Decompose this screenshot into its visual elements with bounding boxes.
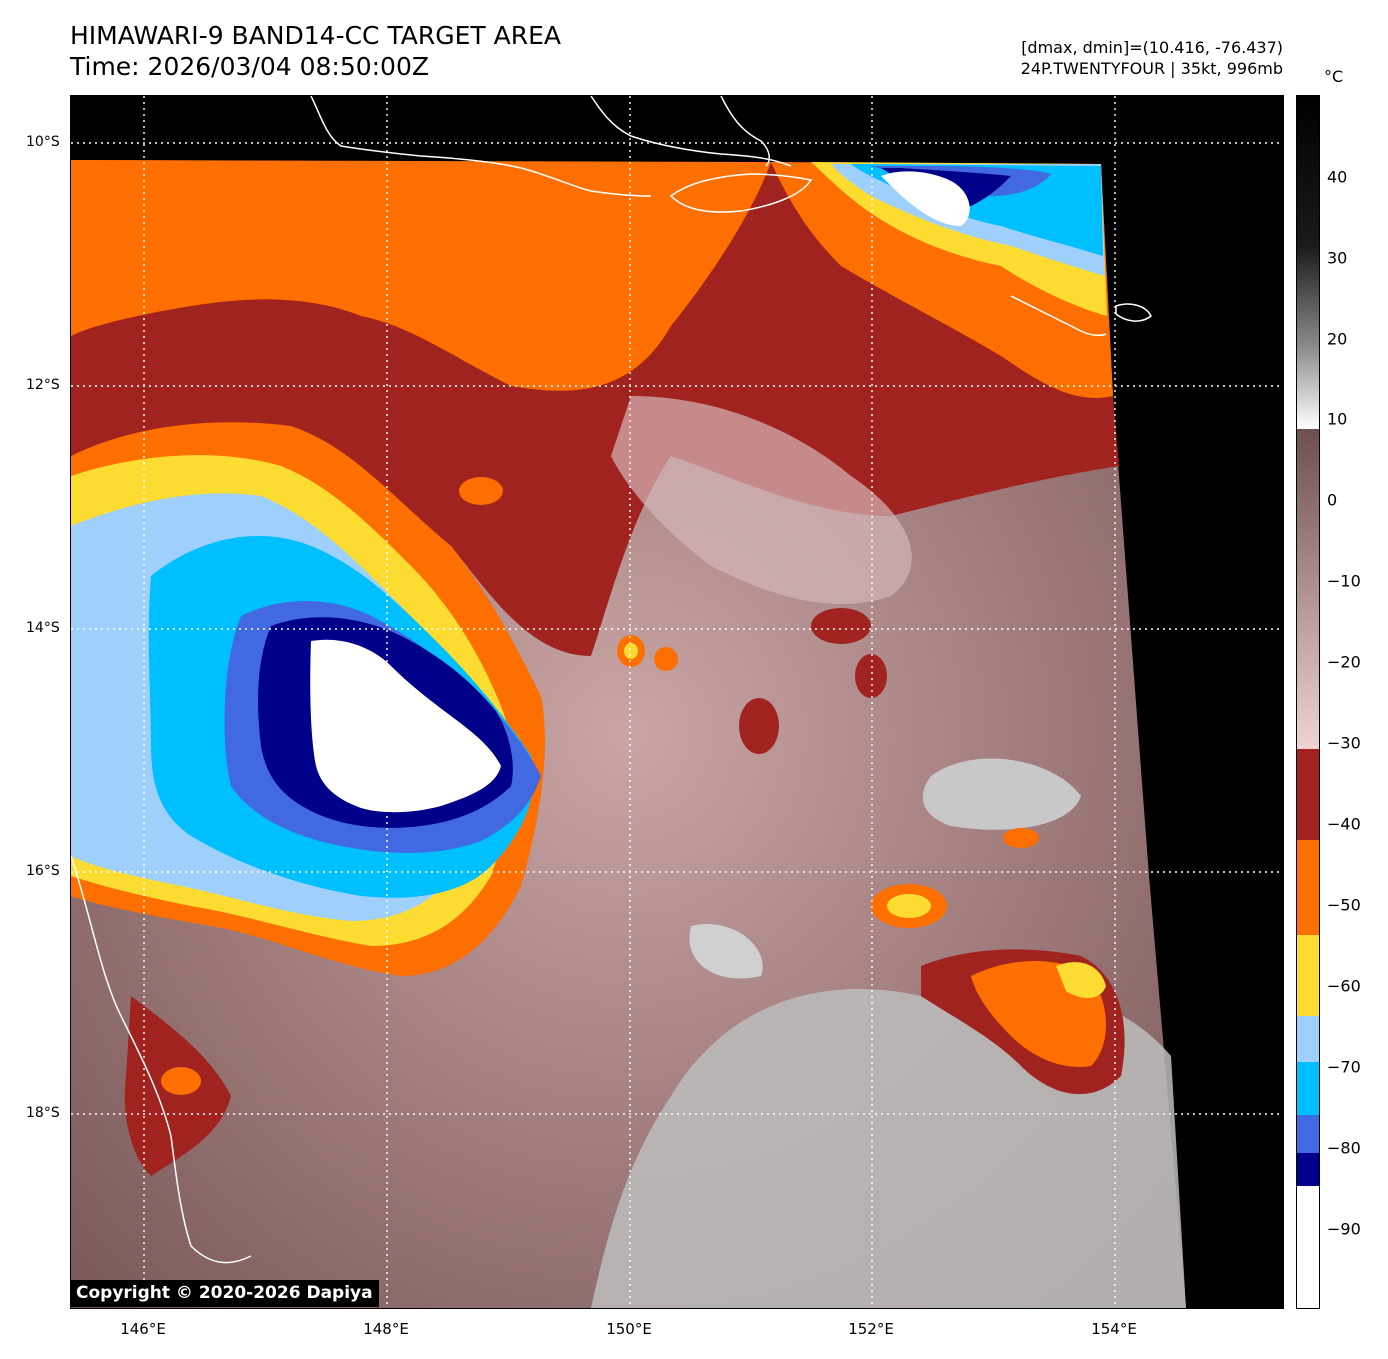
title-line-1: HIMAWARI-9 BAND14-CC TARGET AREA [70, 21, 562, 50]
colorbar-tick: −70 [1327, 1057, 1361, 1077]
convective-cell-2-core [1056, 962, 1106, 998]
convective-cell-6 [811, 608, 871, 644]
colorbar-brown-segment [1297, 749, 1319, 840]
coastline-png-2 [590, 96, 792, 167]
lat-label-18s: 18°S [26, 1105, 60, 1121]
colorbar-tick: −90 [1327, 1219, 1361, 1239]
colorbar-white-segment [1297, 1186, 1319, 1308]
lat-label-16s: 16°S [26, 863, 60, 879]
convective-cell-10-core [161, 1067, 201, 1095]
colorbar-tick: −60 [1327, 976, 1361, 996]
colorbar [1296, 95, 1320, 1309]
colorbar-gold-segment [1297, 935, 1319, 1016]
colorbar-tick: 30 [1327, 248, 1348, 268]
colorbar-skyblue-segment [1297, 1062, 1319, 1115]
colorbar-tick: −40 [1327, 814, 1361, 834]
coastline-solomon [1010, 295, 1107, 336]
convective-cell-9 [1003, 828, 1039, 848]
chart-title: HIMAWARI-9 BAND14-CC TARGET AREA Time: 2… [70, 20, 561, 82]
rosy-light-region [611, 396, 912, 605]
lon-label-150e: 150°E [606, 1320, 652, 1338]
storm-meta: [dmax, dmin]=(10.416, -76.437) 24P.TWENT… [1021, 37, 1283, 79]
coastline-queensland [71, 855, 252, 1264]
convective-cell-4 [654, 647, 678, 671]
lon-label-154e: 154°E [1091, 1320, 1137, 1338]
lat-label-12s: 12°S [26, 377, 60, 393]
colorbar-tick: −80 [1327, 1138, 1361, 1158]
satellite-map [70, 95, 1284, 1309]
colorbar-tick: −50 [1327, 895, 1361, 915]
white-cluster-core [310, 639, 501, 813]
colorbar-navy-segment [1297, 1153, 1319, 1186]
coastline-islands [669, 173, 813, 213]
warm-cloud-patch [922, 758, 1081, 830]
colorbar-tick: −10 [1327, 571, 1361, 591]
white-cloud-ne [881, 171, 970, 226]
orange-cloud-band [71, 160, 771, 391]
colorbar-tick: −20 [1327, 652, 1361, 672]
satellite-imagery [71, 96, 1283, 1308]
lat-label-14s: 14°S [26, 620, 60, 636]
coastline-solomon-2 [1115, 303, 1152, 322]
graticule [71, 96, 1283, 1308]
coastline-png [310, 96, 652, 197]
colorbar-tick: 0 [1327, 490, 1338, 510]
colorbar-royalblue-segment [1297, 1115, 1319, 1153]
title-line-2: Time: 2026/03/04 08:50:00Z [70, 52, 429, 81]
colorbar-lightblue-segment [1297, 1016, 1319, 1062]
copyright-label: Copyright © 2020-2026 Dapiya [70, 1280, 379, 1307]
colorbar-rosy-segment [1297, 429, 1319, 749]
convective-cell-5 [459, 477, 503, 505]
convective-cell-7 [855, 654, 887, 698]
coastline-island-3 [720, 96, 771, 167]
colorbar-gray-segment [1297, 96, 1319, 429]
colorbar-tick: −30 [1327, 733, 1361, 753]
colorbar-tick: 20 [1327, 329, 1348, 349]
warm-cloud-patch-2 [689, 924, 763, 979]
lon-label-146e: 146°E [120, 1320, 166, 1338]
lon-label-148e: 148°E [363, 1320, 409, 1338]
colorbar-tick: 10 [1327, 409, 1348, 429]
convective-cell-8 [739, 698, 779, 754]
convective-cell-3-core [624, 643, 638, 659]
lon-label-152e: 152°E [848, 1320, 894, 1338]
lat-label-10s: 10°S [26, 134, 60, 150]
colorbar-tick: 40 [1327, 167, 1348, 187]
dmax-dmin-readout: [dmax, dmin]=(10.416, -76.437) [1021, 38, 1283, 57]
storm-info: 24P.TWENTYFOUR | 35kt, 996mb [1020, 59, 1283, 78]
colorbar-graphic [1297, 96, 1319, 1308]
colorbar-orange-segment [1297, 840, 1319, 935]
convective-cell-1-core [887, 894, 931, 918]
colorbar-unit: °C [1324, 67, 1344, 86]
